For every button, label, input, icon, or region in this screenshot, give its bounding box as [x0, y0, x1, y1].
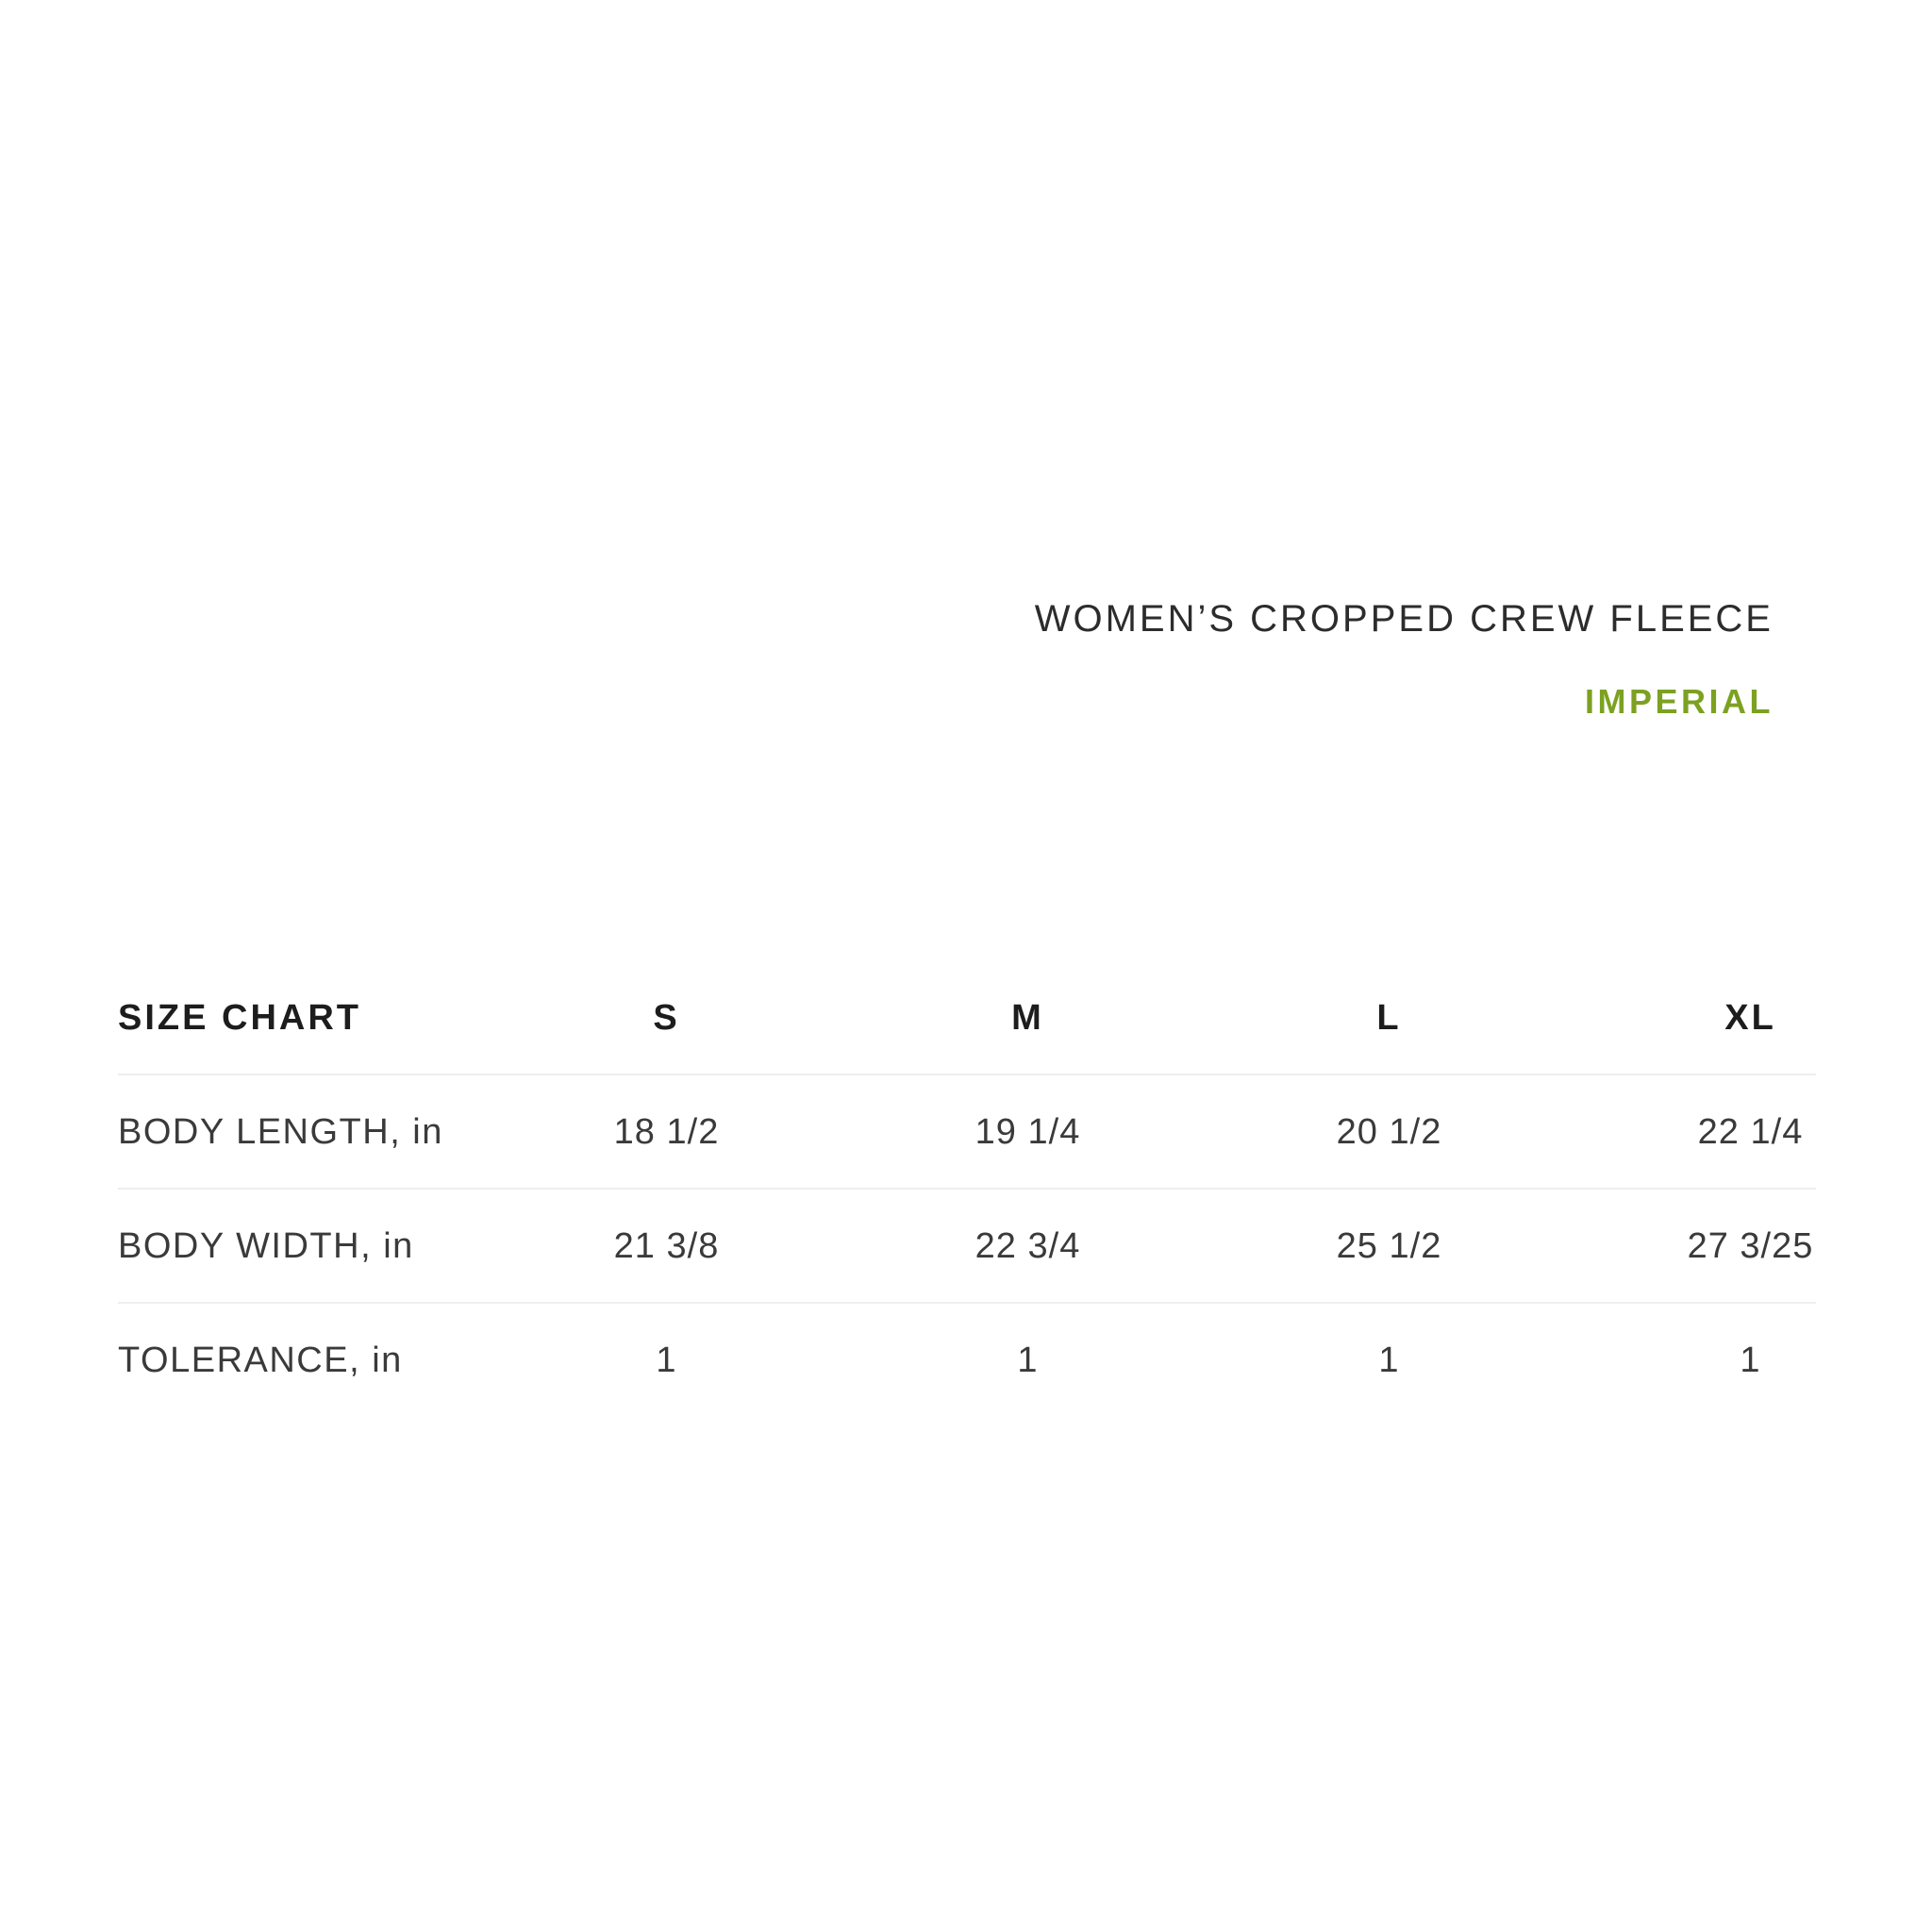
cell-value: 1: [1740, 1341, 1761, 1380]
column-header-s: S: [653, 998, 680, 1038]
cell-value: 22 3/4: [974, 1226, 1081, 1266]
cell-value: 27 3/25: [1687, 1226, 1814, 1266]
table-row-body-width: BODY WIDTH, in 21 3/8 22 3/4 25 1/2 27 3…: [118, 1190, 1931, 1304]
row-divider: [118, 1188, 1816, 1190]
units-toggle[interactable]: IMPERIAL: [1584, 682, 1774, 721]
row-label: TOLERANCE, in: [118, 1341, 403, 1380]
column-header-m: M: [1011, 998, 1044, 1038]
cell-value: 21 3/8: [613, 1226, 720, 1266]
cell-value: 1: [656, 1341, 677, 1380]
cell-value: 18 1/2: [613, 1112, 720, 1152]
product-title: WOMEN’S CROPPED CREW FLEECE: [1034, 598, 1774, 640]
cell-value: 25 1/2: [1336, 1226, 1442, 1266]
cell-value: 20 1/2: [1336, 1112, 1442, 1152]
size-chart-header-row: SIZE CHART S M L XL: [118, 961, 1931, 1075]
size-chart-table: SIZE CHART S M L XL BODY LENGTH, in 18 1…: [118, 961, 1931, 1418]
cell-value: 1: [1017, 1341, 1039, 1380]
row-divider: [118, 1302, 1816, 1304]
column-header-l: L: [1376, 998, 1402, 1038]
table-row-body-length: BODY LENGTH, in 18 1/2 19 1/4 20 1/2 22 …: [118, 1075, 1931, 1190]
cell-value: 22 1/4: [1697, 1112, 1804, 1152]
column-header-xl: XL: [1724, 998, 1776, 1038]
row-divider: [118, 1074, 1816, 1075]
size-chart-title: SIZE CHART: [118, 998, 361, 1038]
table-row-tolerance: TOLERANCE, in 1 1 1 1: [118, 1304, 1931, 1418]
row-label: BODY LENGTH, in: [118, 1112, 443, 1152]
cell-value: 1: [1378, 1341, 1400, 1380]
cell-value: 19 1/4: [974, 1112, 1081, 1152]
row-label: BODY WIDTH, in: [118, 1226, 414, 1266]
